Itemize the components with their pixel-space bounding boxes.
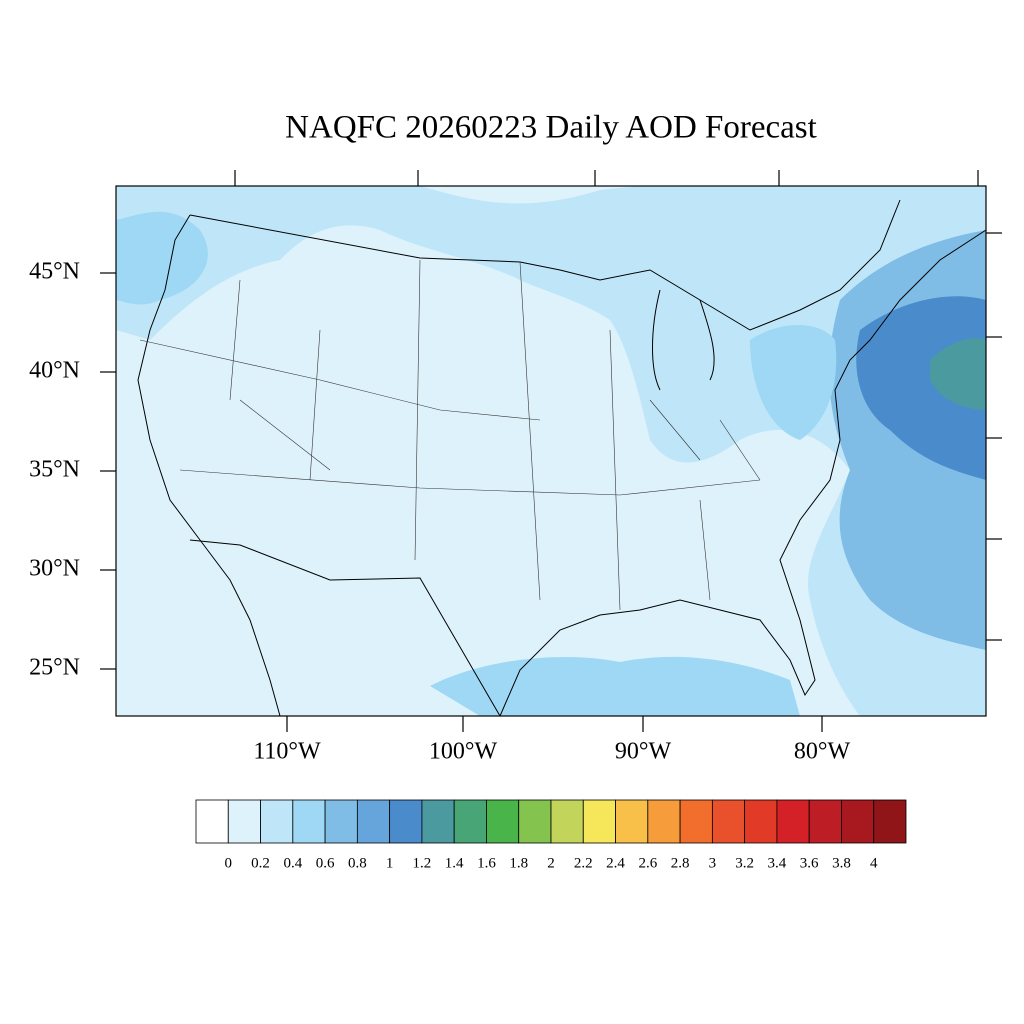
colorbar-box — [679, 799, 713, 844]
lon-label: 110°W — [253, 739, 321, 765]
colorbar-box — [324, 799, 358, 844]
field-level-7 — [930, 338, 986, 410]
map-frame — [115, 185, 987, 717]
colorbar-box — [550, 799, 584, 844]
colorbar-label: 3.4 — [768, 855, 787, 871]
colorbar-label: 3.8 — [832, 855, 851, 871]
great-lakes — [652, 289, 715, 391]
lat-label: 30°N — [29, 556, 80, 582]
colorbar-label: 4 — [870, 855, 878, 871]
colorbar-box — [582, 799, 616, 844]
lon-label: 90°W — [615, 739, 672, 765]
colorbar-label: 1.6 — [477, 855, 496, 871]
colorbar-label: 2.4 — [606, 855, 625, 871]
colorbar-box — [615, 799, 649, 844]
state-borders — [139, 259, 761, 611]
field-level-3 — [430, 656, 800, 716]
east-coast — [499, 229, 987, 717]
colorbar-box — [421, 799, 455, 844]
colorbar-box — [227, 799, 261, 844]
lat-label: 40°N — [29, 358, 80, 384]
map-field — [116, 186, 986, 716]
field-level-2 — [116, 186, 986, 716]
lat-label: 35°N — [29, 457, 80, 483]
lat-label: 45°N — [29, 259, 80, 285]
colorbar-label: 3 — [709, 855, 717, 871]
colorbar-box — [260, 799, 294, 844]
colorbar-label: 2.2 — [574, 855, 593, 871]
colorbar-box — [518, 799, 552, 844]
colorbar-label: 0.6 — [316, 855, 335, 871]
lon-label: 100°W — [429, 739, 498, 765]
colorbar-box — [453, 799, 487, 844]
colorbar-box — [808, 799, 842, 844]
north-border — [189, 199, 901, 331]
colorbar-box — [776, 799, 810, 844]
colorbar-label: 0.2 — [251, 855, 270, 871]
lon-label: 80°W — [794, 739, 851, 765]
colorbar-label: 1.4 — [445, 855, 464, 871]
colorbar-label: 0.4 — [283, 855, 302, 871]
state-lines — [139, 259, 761, 611]
field-level-6 — [856, 296, 986, 480]
colorbar-label: 0.8 — [348, 855, 367, 871]
colorbar-box — [195, 799, 229, 844]
colorbar-label: 2 — [547, 855, 555, 871]
colorbar-box — [744, 799, 778, 844]
colorbar-box — [292, 799, 326, 844]
west-coast — [137, 214, 281, 717]
colorbar-label: 1 — [386, 855, 394, 871]
colorbar-box — [841, 799, 875, 844]
field-level-3 — [750, 325, 837, 440]
colorbar-box — [647, 799, 681, 844]
lat-label: 25°N — [29, 655, 80, 681]
colorbar-box — [873, 799, 907, 844]
field-level-3 — [116, 211, 208, 305]
colorbar-label: 1.8 — [509, 855, 528, 871]
colorbar-box — [711, 799, 746, 844]
colorbar-box — [486, 799, 520, 844]
colorbar-box — [356, 799, 391, 844]
colorbar-label: 2.6 — [638, 855, 657, 871]
title: NAQFC 20260223 Daily AOD Forecast — [285, 110, 817, 146]
colorbar-box — [389, 799, 423, 844]
colorbar-label: 1.2 — [413, 855, 432, 871]
colorbar-label: 3.6 — [800, 855, 819, 871]
south-border — [189, 539, 501, 717]
colorbar-label: 0 — [225, 855, 233, 871]
coastlines — [137, 199, 987, 717]
map-ticks — [100, 170, 1002, 732]
colorbar-label: 2.8 — [671, 855, 690, 871]
colorbar-label: 3.2 — [735, 855, 754, 871]
